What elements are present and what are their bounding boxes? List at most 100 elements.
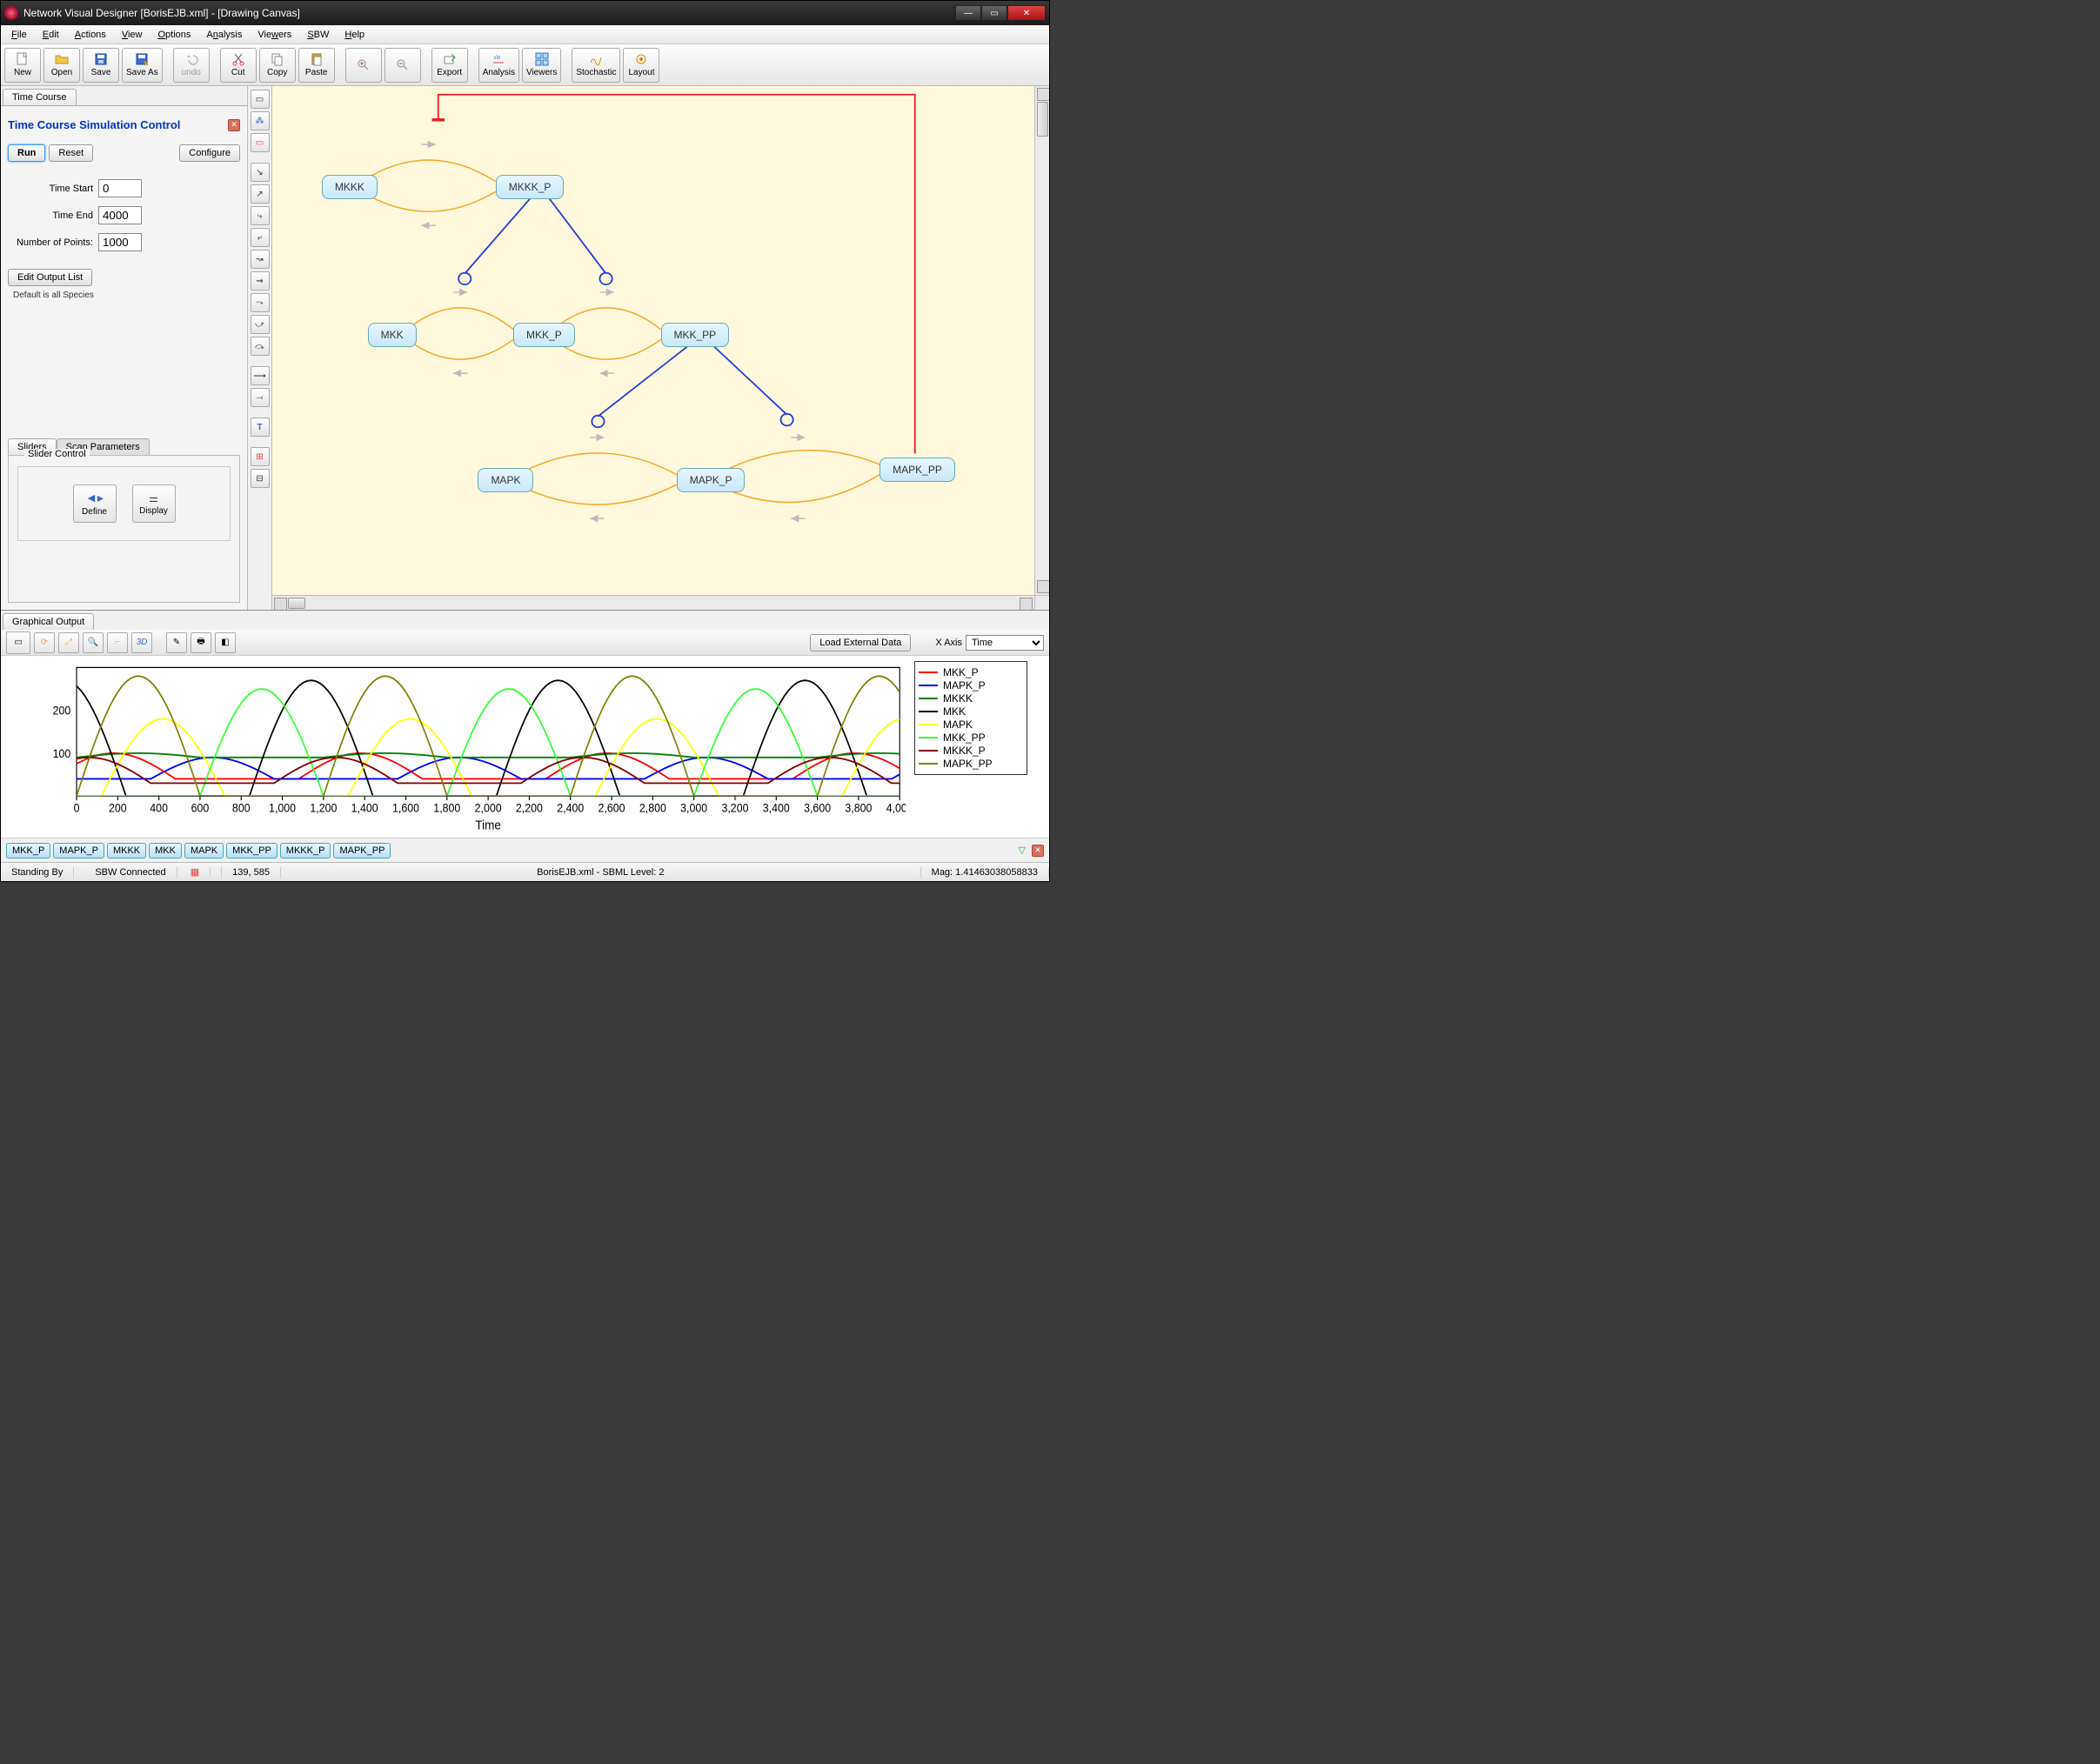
define-button[interactable]: ◄▸Define xyxy=(73,484,117,523)
canvas-hscrollbar[interactable] xyxy=(272,595,1034,610)
close-button[interactable]: ✕ xyxy=(1007,5,1046,21)
node-mkkk_p[interactable]: MKKK_P xyxy=(496,175,565,199)
main-area: Time Course Time Course Simulation Contr… xyxy=(1,86,1049,610)
menu-actions[interactable]: Actions xyxy=(68,28,113,42)
toolbar-saveas[interactable]: Save As xyxy=(122,48,163,83)
tool-text[interactable]: T xyxy=(251,418,270,437)
toolbar-layout[interactable]: Layout xyxy=(623,48,659,83)
reset-button[interactable]: Reset xyxy=(49,144,93,162)
configure-button[interactable]: Configure xyxy=(179,144,240,162)
toolbar-paste[interactable]: Paste xyxy=(298,48,335,83)
chart-tool-3d[interactable]: 3D xyxy=(131,632,152,653)
load-external-button[interactable]: Load External Data xyxy=(810,634,911,651)
svg-text:1,400: 1,400 xyxy=(351,801,378,815)
svg-text:2,600: 2,600 xyxy=(599,801,625,815)
menu-file[interactable]: File xyxy=(4,28,34,42)
svg-text:Time: Time xyxy=(475,819,501,832)
time-end-input[interactable] xyxy=(98,206,142,224)
toolbar-viewers[interactable]: Viewers xyxy=(522,48,561,83)
menu-analysis[interactable]: Analysis xyxy=(199,28,249,42)
toolbar-zoomout[interactable] xyxy=(385,48,421,83)
species-button-mapk_p[interactable]: MAPK_P xyxy=(53,843,104,859)
tool-arc7[interactable]: ⤳ xyxy=(251,293,270,312)
species-button-mkkk_p[interactable]: MKKK_P xyxy=(280,843,331,859)
node-mapk[interactable]: MAPK xyxy=(478,468,533,492)
svg-text:3,200: 3,200 xyxy=(721,801,748,815)
tool-arc10[interactable]: ⟶ xyxy=(251,366,270,385)
node-mkk_pp[interactable]: MKK_PP xyxy=(661,323,730,347)
expand-icon[interactable]: ▽ xyxy=(1019,845,1026,856)
tool-palette: ▭ ⁂ ▭ ↘ ↗ ⤷ ⤶ ↝ ⇝ ⤳ ⤻ ⤼ ⟶ ⤙ T ⊞ ⊟ xyxy=(248,86,272,610)
toolbar-open[interactable]: Open xyxy=(43,48,80,83)
toolbar-undo[interactable]: undo xyxy=(173,48,210,83)
tool-arc11[interactable]: ⤙ xyxy=(251,388,270,407)
tool-node[interactable]: ⁂ xyxy=(251,111,270,130)
xaxis-label: X Axis xyxy=(935,638,962,648)
chart-tool-refresh[interactable]: ⟳ xyxy=(34,632,55,653)
toolbar-stochastic[interactable]: Stochastic xyxy=(572,48,620,83)
time-start-input[interactable] xyxy=(98,179,142,197)
minimize-button[interactable]: — xyxy=(955,5,981,21)
menu-sbw[interactable]: SBW xyxy=(300,28,336,42)
svg-text:2,200: 2,200 xyxy=(516,801,543,815)
svg-text:100: 100 xyxy=(53,746,71,760)
run-button[interactable]: Run xyxy=(8,144,45,162)
node-mkkk[interactable]: MKKK xyxy=(322,175,378,199)
chart-tool-print[interactable]: 🖶 xyxy=(191,632,211,653)
drawing-canvas[interactable]: MKKK MKKK_P MKK MKK_P MKK_PP MAPK MAPK_P MAPK_P… xyxy=(272,86,1049,610)
chart-tool-zoom[interactable]: 🔍 xyxy=(83,632,104,653)
species-button-mkk_p[interactable]: MKK_P xyxy=(6,843,50,859)
panel-close2-icon[interactable]: ✕ xyxy=(1032,845,1044,857)
tool-group[interactable]: ⊞ xyxy=(251,447,270,466)
chart-tool-auto[interactable]: ⤢ xyxy=(58,632,79,653)
menu-viewers[interactable]: Viewers xyxy=(251,28,298,42)
panel-close-icon[interactable]: ✕ xyxy=(228,119,240,131)
maximize-button[interactable]: ▭ xyxy=(981,5,1007,21)
legend-mkkk_p: MKKK_P xyxy=(919,745,1023,757)
tab-graphical-output[interactable]: Graphical Output xyxy=(3,613,94,630)
node-mkk_p[interactable]: MKK_P xyxy=(513,323,575,347)
edit-output-button[interactable]: Edit Output List xyxy=(8,269,92,286)
tab-timecourse[interactable]: Time Course xyxy=(3,89,77,105)
xaxis-select[interactable]: Time xyxy=(966,635,1044,651)
tool-arc4[interactable]: ⤶ xyxy=(251,228,270,247)
toolbar-zoomin[interactable] xyxy=(345,48,382,83)
toolbar-save[interactable]: Save xyxy=(83,48,119,83)
tool-arc2[interactable]: ↗ xyxy=(251,184,270,204)
chart-tool-cursor[interactable]: ▭ xyxy=(6,631,30,654)
canvas-vscrollbar[interactable] xyxy=(1034,86,1049,595)
toolbar-copy[interactable]: Copy xyxy=(259,48,296,83)
tool-arc9[interactable]: ⤼ xyxy=(251,337,270,356)
display-button[interactable]: ⚌Display xyxy=(132,484,176,523)
tool-arc6[interactable]: ⇝ xyxy=(251,271,270,291)
titlebar[interactable]: Network Visual Designer [BorisEJB.xml] -… xyxy=(1,1,1049,25)
species-button-mkk_pp[interactable]: MKK_PP xyxy=(226,843,278,859)
tool-arc5[interactable]: ↝ xyxy=(251,250,270,269)
node-mkk[interactable]: MKK xyxy=(368,323,417,347)
species-button-mapk_pp[interactable]: MAPK_PP xyxy=(333,843,391,859)
chart-tool-axes[interactable]: ⌐ xyxy=(107,632,128,653)
menu-view[interactable]: View xyxy=(115,28,150,42)
tool-arc1[interactable]: ↘ xyxy=(251,163,270,182)
node-mapk_pp[interactable]: MAPK_PP xyxy=(879,458,955,482)
species-button-mkkk[interactable]: MKKK xyxy=(107,843,146,859)
species-button-mkk[interactable]: MKK xyxy=(149,843,182,859)
species-button-mapk[interactable]: MAPK xyxy=(184,843,224,859)
menu-edit[interactable]: Edit xyxy=(36,28,66,42)
toolbar-cut[interactable]: Cut xyxy=(220,48,257,83)
tool-select[interactable]: ▭ xyxy=(251,90,270,109)
tool-compartment[interactable]: ▭ xyxy=(251,133,270,152)
main-toolbar: New Open Save Save As undo Cut Copy Past… xyxy=(1,44,1049,86)
tool-ungroup[interactable]: ⊟ xyxy=(251,469,270,488)
toolbar-export[interactable]: Export xyxy=(431,48,468,83)
toolbar-new[interactable]: New xyxy=(4,48,41,83)
chart-tool-edit[interactable]: ✎ xyxy=(166,632,187,653)
node-mapk_p[interactable]: MAPK_P xyxy=(677,468,746,492)
tool-arc8[interactable]: ⤻ xyxy=(251,315,270,334)
chart-tool-settings[interactable]: ◧ xyxy=(215,632,236,653)
tool-arc3[interactable]: ⤷ xyxy=(251,206,270,225)
toolbar-analysis[interactable]: √αAnalysis xyxy=(478,48,519,83)
npoints-input[interactable] xyxy=(98,233,142,251)
menu-help[interactable]: Help xyxy=(338,28,371,42)
menu-options[interactable]: Options xyxy=(150,28,197,42)
